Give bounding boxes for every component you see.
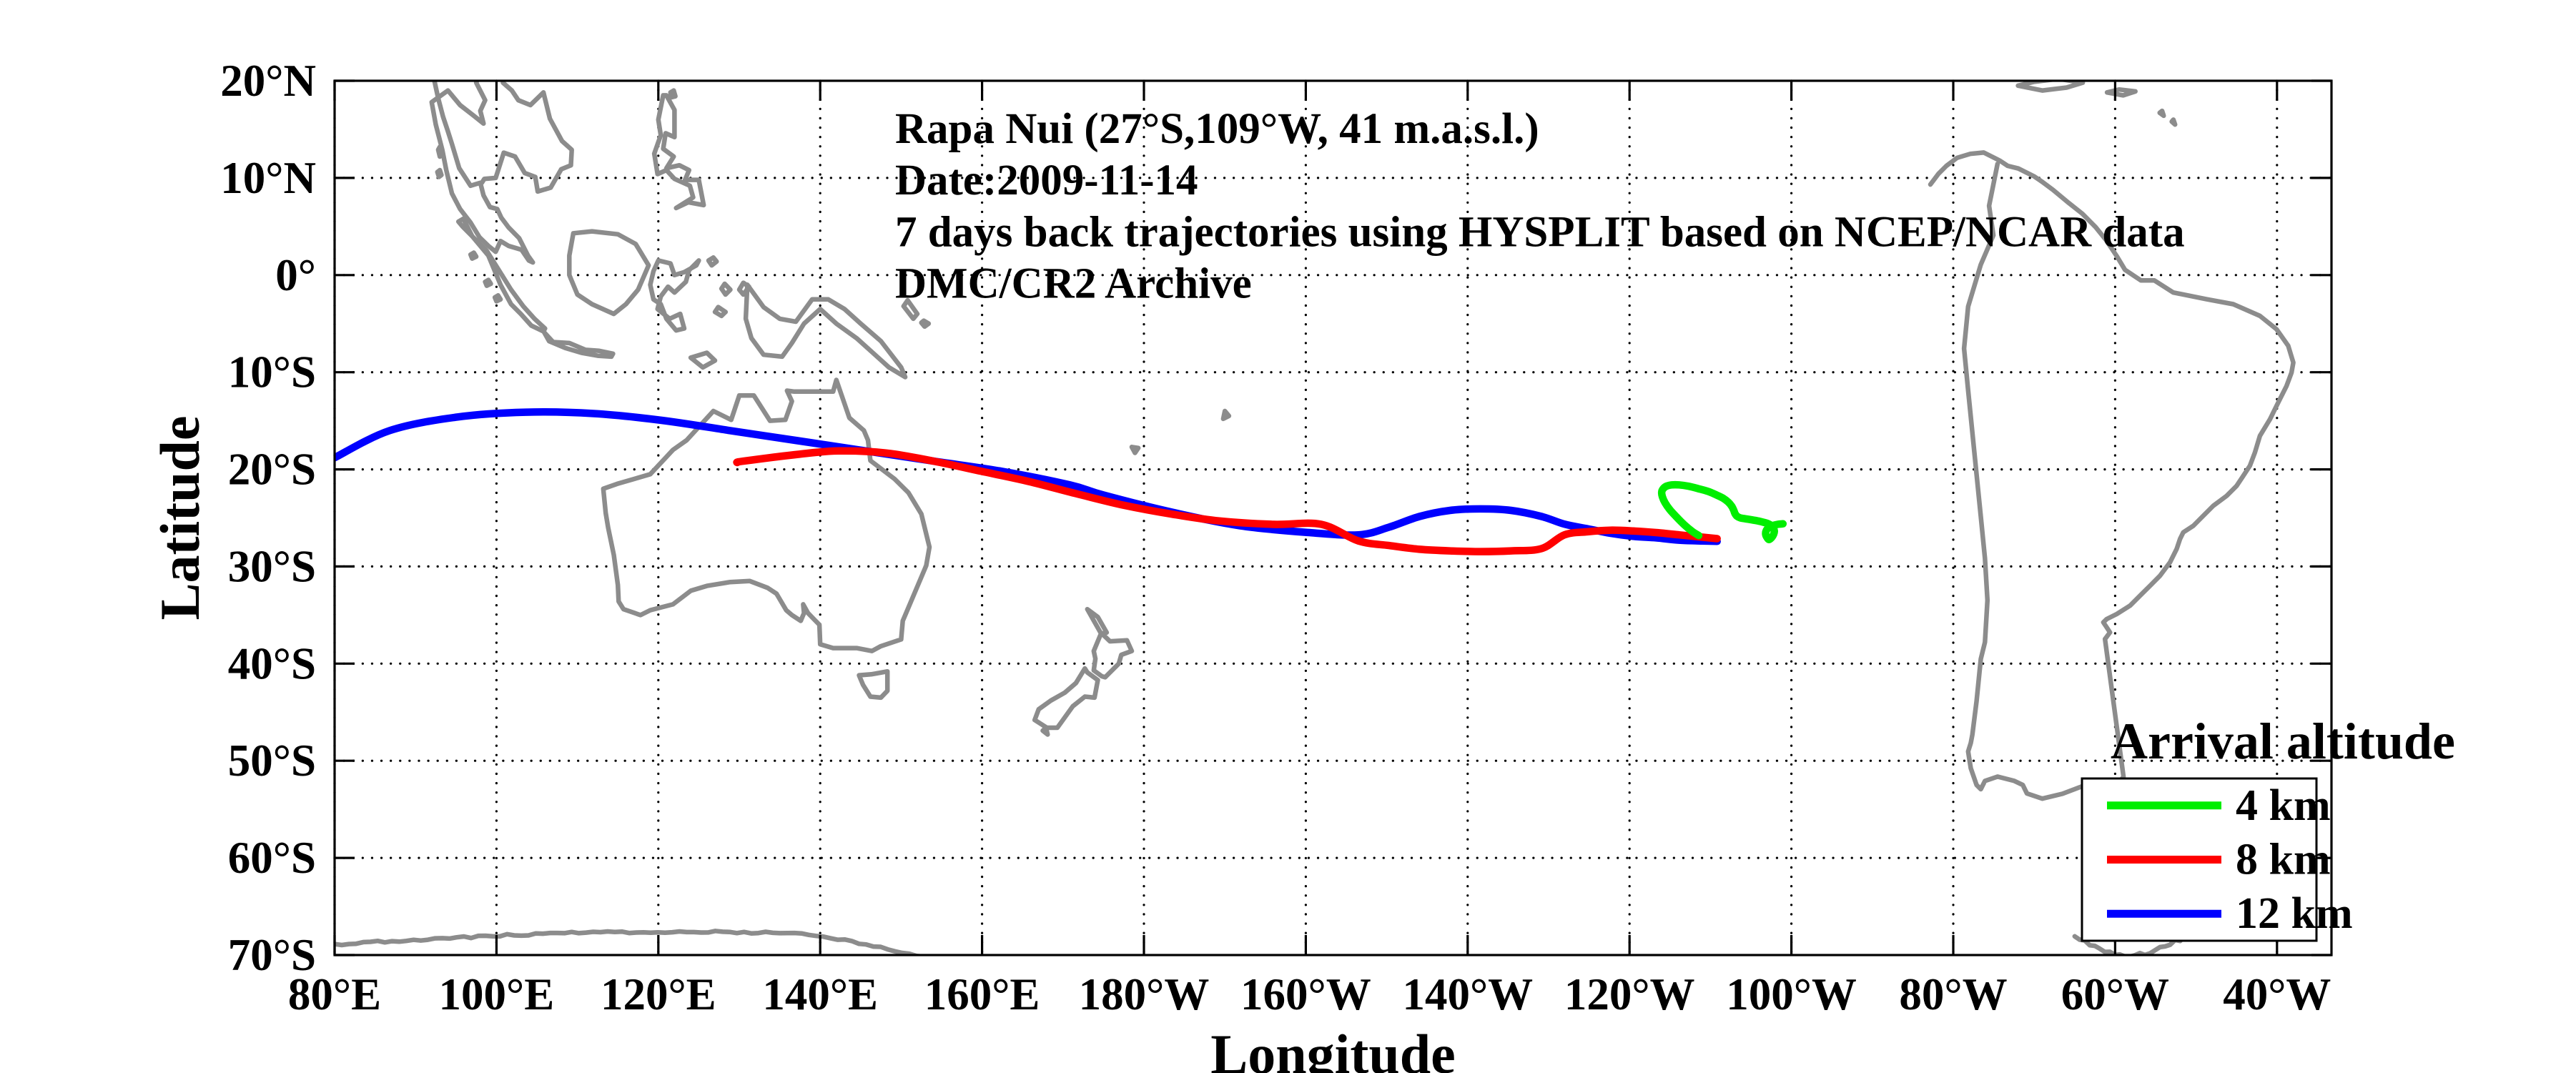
svg-text:180°W: 180°W — [1079, 969, 1210, 1019]
svg-text:100°E: 100°E — [439, 969, 555, 1019]
svg-text:Arrival altitude: Arrival altitude — [2111, 713, 2455, 770]
svg-text:60°W: 60°W — [2061, 969, 2169, 1019]
svg-text:12 km: 12 km — [2236, 889, 2353, 938]
svg-text:60°S: 60°S — [228, 833, 316, 883]
svg-text:40°S: 40°S — [228, 638, 316, 688]
svg-text:120°W: 120°W — [1564, 969, 1695, 1019]
svg-text:70°S: 70°S — [228, 930, 316, 980]
svg-text:Rapa Nui (27°S,109°W, 41 m.a.s: Rapa Nui (27°S,109°W, 41 m.a.s.l.) — [895, 105, 1539, 153]
svg-text:120°E: 120°E — [601, 969, 716, 1019]
svg-text:DMC/CR2 Archive: DMC/CR2 Archive — [895, 260, 1252, 308]
svg-text:50°S: 50°S — [228, 736, 316, 786]
svg-text:140°W: 140°W — [1402, 969, 1533, 1019]
svg-text:Latitude: Latitude — [149, 415, 211, 620]
svg-text:160°E: 160°E — [924, 969, 1040, 1019]
svg-text:30°S: 30°S — [228, 541, 316, 591]
svg-text:10°S: 10°S — [228, 347, 316, 397]
svg-text:Date:2009-11-14: Date:2009-11-14 — [895, 157, 1198, 204]
svg-text:20°S: 20°S — [228, 445, 316, 495]
svg-text:4 km: 4 km — [2236, 781, 2331, 830]
svg-text:40°W: 40°W — [2223, 969, 2331, 1019]
svg-text:Longitude: Longitude — [1210, 1023, 1455, 1073]
svg-text:10°N: 10°N — [220, 153, 316, 203]
svg-text:140°E: 140°E — [762, 969, 878, 1019]
svg-text:20°N: 20°N — [220, 56, 316, 106]
svg-text:80°W: 80°W — [1899, 969, 2007, 1019]
svg-text:7 days back trajectories using: 7 days back trajectories using HYSPLIT b… — [895, 208, 2185, 256]
svg-text:8 km: 8 km — [2236, 836, 2331, 884]
svg-text:100°W: 100°W — [1726, 969, 1857, 1019]
svg-text:160°W: 160°W — [1240, 969, 1371, 1019]
svg-text:0°: 0° — [275, 250, 316, 300]
